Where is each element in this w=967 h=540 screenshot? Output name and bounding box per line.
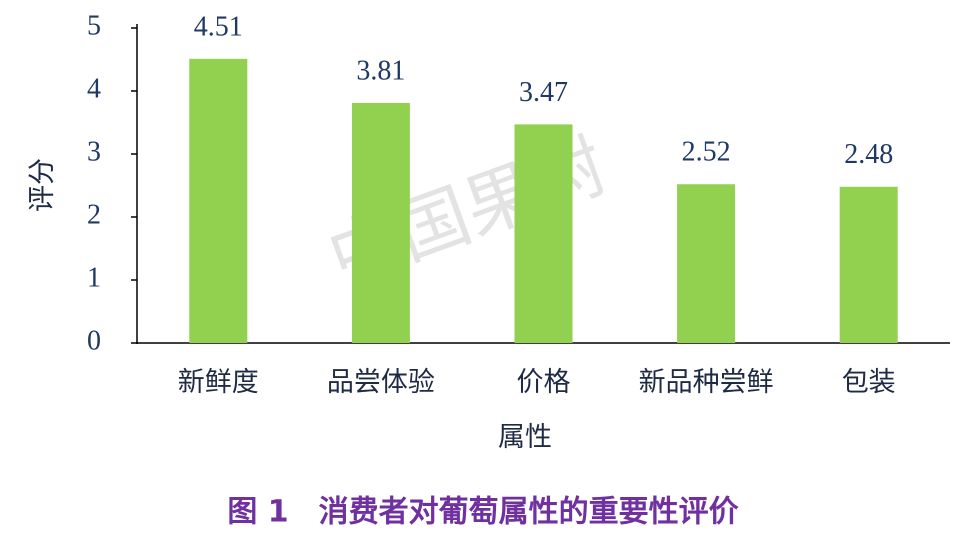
y-axis-label: 评分 (27, 158, 57, 212)
x-tick-label: 品尝体验 (327, 367, 435, 397)
y-tick-label: 5 (87, 10, 101, 41)
value-label: 3.47 (519, 77, 568, 108)
bar (839, 186, 898, 343)
x-tick-label: 新品种尝鲜 (639, 367, 774, 397)
bar (677, 184, 736, 343)
value-label: 3.81 (356, 55, 405, 86)
y-tick-label: 2 (87, 199, 101, 230)
x-tick-label: 价格 (517, 367, 571, 397)
value-label: 2.52 (682, 137, 731, 168)
x-tick-label: 包装 (842, 367, 896, 397)
y-tick-label: 4 (87, 73, 101, 104)
y-tick-label: 1 (87, 262, 101, 293)
chart-title: 图 1 消费者对葡萄属性的重要性评价 (227, 495, 738, 530)
bar (351, 102, 410, 343)
x-tick-label: 新鲜度 (178, 367, 259, 397)
bar (189, 58, 248, 344)
value-label: 4.51 (194, 11, 243, 42)
value-label: 2.48 (844, 139, 893, 170)
x-axis-label: 属性 (498, 422, 552, 452)
y-tick-label: 3 (87, 136, 101, 167)
y-tick-label: 0 (87, 325, 101, 356)
bar (514, 124, 573, 343)
